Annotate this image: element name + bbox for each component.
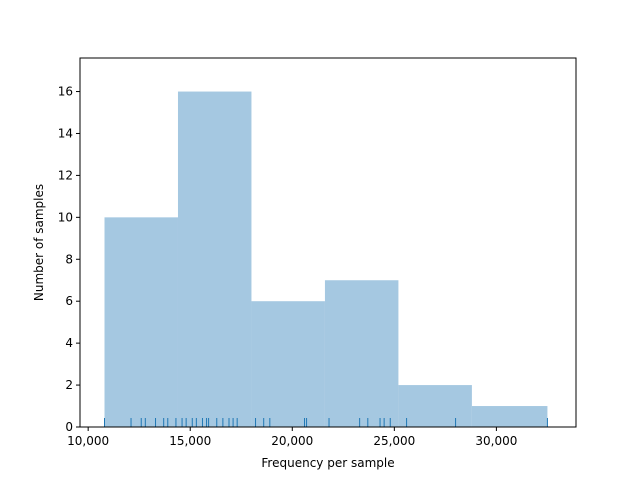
y-axis-ticks: 0 2 4 6 8 10 12 14 16 (58, 85, 80, 434)
x-axis-label: Frequency per sample (261, 456, 394, 470)
y-tick-label-4: 8 (65, 252, 73, 266)
plot-area-frame (79, 57, 577, 428)
y-tick-label-0: 0 (65, 420, 73, 434)
y-tick-label-5: 10 (58, 210, 73, 224)
histogram-bars (104, 91, 548, 427)
x-axis-ticks: 10,000 15,000 20,000 25,000 30,000 (67, 427, 517, 448)
rug-marks (103, 418, 548, 427)
y-tick-label-3: 6 (65, 294, 73, 308)
x-tick-label-0: 10,000 (67, 434, 109, 448)
x-tick-label-4: 30,000 (475, 434, 517, 448)
histogram-bar-0 (104, 217, 178, 427)
histogram-bar-2 (251, 301, 325, 427)
y-tick-label-6: 12 (58, 168, 73, 182)
histogram-bar-1 (177, 91, 252, 427)
histogram-bar-3 (324, 280, 399, 427)
y-tick-label-7: 14 (58, 126, 73, 140)
y-tick-label-2: 4 (65, 336, 73, 350)
histogram-bar-5 (471, 406, 548, 427)
y-axis-label: Number of samples (32, 184, 46, 301)
x-tick-label-1: 15,000 (169, 434, 211, 448)
y-tick-label-1: 2 (65, 378, 73, 392)
histogram-bar-4 (398, 385, 472, 427)
x-tick-label-3: 25,000 (373, 434, 415, 448)
x-tick-label-2: 20,000 (271, 434, 313, 448)
y-tick-label-8: 16 (58, 85, 73, 99)
